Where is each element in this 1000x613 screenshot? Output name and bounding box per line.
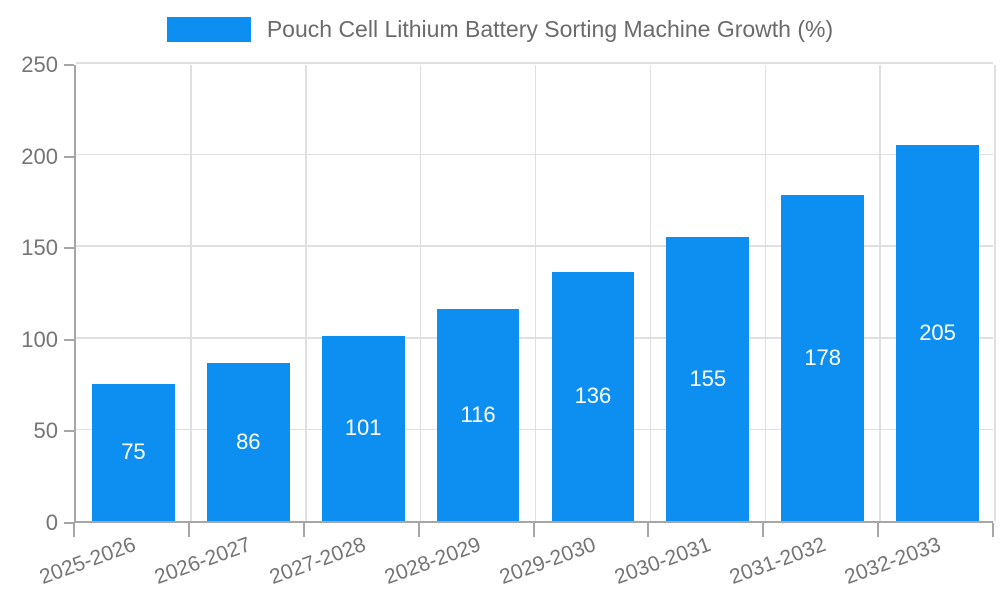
y-tick-mark bbox=[64, 522, 74, 524]
gridlines-layer bbox=[76, 62, 996, 521]
y-tick-mark bbox=[64, 247, 74, 250]
bar-value-label: 155 bbox=[689, 366, 727, 392]
gridline-horizontal bbox=[76, 153, 993, 156]
bar-value-label: 205 bbox=[919, 320, 956, 346]
bar: 155 bbox=[666, 237, 750, 521]
y-tick-mark bbox=[64, 64, 74, 66]
bar-value-label: 178 bbox=[804, 344, 842, 370]
y-axis-labels: 0 50 100 150 200 250 bbox=[0, 54, 58, 534]
gridline-vertical bbox=[534, 65, 537, 521]
bar: 136 bbox=[551, 271, 635, 521]
bar: 86 bbox=[206, 363, 290, 521]
y-tick-mark bbox=[64, 155, 74, 158]
legend-label: Pouch Cell Lithium Battery Sorting Machi… bbox=[266, 16, 834, 42]
y-tick-label: 100 bbox=[21, 326, 58, 352]
plot-area: 75 86 101 116 136 155 178 205 bbox=[74, 62, 996, 523]
y-tick-mark bbox=[64, 430, 74, 433]
gridline-vertical bbox=[419, 65, 422, 521]
y-tick-label: 50 bbox=[33, 418, 58, 444]
bar-value-label: 75 bbox=[121, 439, 146, 465]
bar: 75 bbox=[92, 383, 175, 521]
y-tick-label: 250 bbox=[21, 52, 58, 77]
chart-container: Pouch Cell Lithium Battery Sorting Machi… bbox=[0, 16, 1000, 600]
bar: 178 bbox=[781, 194, 865, 521]
x-axis-labels: 2025-2026 2026-2027 2027-2028 2028-2029 2029… bbox=[37, 523, 993, 600]
gridline-horizontal bbox=[76, 337, 993, 339]
gridline-vertical bbox=[305, 65, 307, 521]
bar: 101 bbox=[321, 335, 405, 521]
gridline-vertical bbox=[879, 65, 881, 521]
gridline-vertical bbox=[994, 65, 996, 521]
y-tick-label: 200 bbox=[21, 143, 58, 169]
gridline-horizontal bbox=[76, 62, 993, 64]
bar-value-label: 136 bbox=[574, 383, 612, 409]
y-tick-label: 0 bbox=[45, 510, 58, 535]
y-tick-mark bbox=[64, 338, 74, 341]
gridline-vertical bbox=[190, 65, 192, 521]
gridline-horizontal bbox=[76, 245, 993, 247]
bar: 205 bbox=[896, 145, 979, 521]
bar-value-label: 116 bbox=[460, 401, 496, 427]
bar-value-label: 86 bbox=[236, 429, 261, 455]
gridline-vertical bbox=[764, 65, 766, 521]
gridline-vertical bbox=[649, 65, 652, 521]
bar: 116 bbox=[436, 308, 520, 521]
legend: Pouch Cell Lithium Battery Sorting Machi… bbox=[0, 16, 1000, 44]
bar-value-label: 101 bbox=[344, 415, 382, 441]
bars-layer: 75 86 101 116 136 155 178 205 bbox=[76, 65, 993, 521]
legend-swatch bbox=[166, 17, 251, 43]
y-tick-label: 150 bbox=[21, 235, 58, 261]
gridline-horizontal bbox=[76, 428, 993, 431]
